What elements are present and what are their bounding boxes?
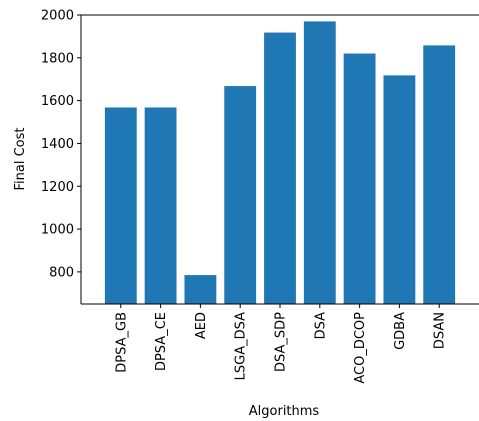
x-tick-label: DSA — [313, 312, 328, 340]
bar-GDBA — [383, 75, 416, 305]
x-tick-label: ACO_DCOP — [353, 312, 368, 384]
x-tick-label: AED — [194, 312, 209, 339]
x-axis-ticks: DPSA_GB DPSA_CE AED LSGA_DSA DSA_SDP DSA ACO_D… — [114, 304, 448, 384]
bar-LSGA_DSA — [224, 86, 257, 304]
y-tick-label: 1000 — [41, 223, 74, 238]
bar-ACO_DCOP — [343, 53, 376, 304]
x-tick-label: DPSA_GB — [114, 312, 129, 373]
x-tick-label: LSGA_DSA — [234, 312, 249, 380]
bar-AED — [184, 275, 217, 304]
x-tick-label: DPSA_CE — [154, 312, 169, 371]
bar-DSA — [303, 21, 336, 304]
y-axis-ticks: 800 1000 1200 1400 1600 1800 2000 — [41, 9, 81, 280]
y-tick-label: 1800 — [41, 51, 74, 66]
bar-DSA_SDP — [264, 32, 296, 305]
x-tick-label: GDBA — [393, 312, 408, 350]
y-tick-label: 1600 — [41, 94, 74, 109]
x-tick-label: DSAN — [433, 312, 448, 349]
x-axis-label: Algorithms — [249, 404, 320, 419]
y-axis-label: Final Cost — [13, 128, 28, 191]
axes-frame — [80, 14, 479, 305]
y-tick-label: 1200 — [41, 180, 74, 195]
y-tick-label: 1400 — [41, 137, 74, 152]
y-tick-label: 800 — [49, 265, 74, 280]
bar-DPSA_GB — [104, 107, 137, 304]
x-tick-label: DSA_SDP — [274, 312, 289, 372]
bar-DSAN — [423, 45, 456, 305]
y-tick-label: 2000 — [41, 9, 74, 24]
bar-DPSA_CE — [144, 107, 177, 304]
bars-group — [104, 21, 456, 305]
